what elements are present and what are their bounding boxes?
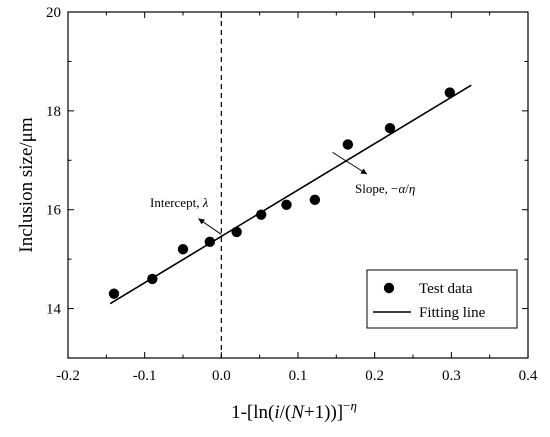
slope-label: Slope, −α/η xyxy=(355,181,415,196)
legend-marker-test-data xyxy=(383,282,395,294)
legend-label-fitting-line: Fitting line xyxy=(419,305,486,321)
intercept-arrow xyxy=(198,218,222,235)
x-tick-label: 0.1 xyxy=(289,368,308,384)
intercept-label: Intercept, λ xyxy=(150,195,209,210)
data-point xyxy=(177,244,189,255)
data-point xyxy=(384,122,396,134)
y-tick-label: 14 xyxy=(46,302,62,318)
data-point xyxy=(231,226,242,238)
fitting-line xyxy=(109,84,472,305)
x-tick-label: 0.4 xyxy=(519,368,538,384)
y-tick-label: 20 xyxy=(46,5,61,21)
x-tick-label: 0.2 xyxy=(365,368,384,384)
data-point xyxy=(281,199,292,210)
x-tick-label: 0.3 xyxy=(442,368,461,384)
y-tick-label: 16 xyxy=(46,203,62,219)
data-point xyxy=(444,87,455,98)
x-axis-title: 1-[ln(i/(N+1))]−η xyxy=(231,398,357,423)
data-point xyxy=(309,194,321,206)
x-tick-label: -0.2 xyxy=(56,368,80,384)
x-tick-label: -0.1 xyxy=(133,368,157,384)
data-point xyxy=(108,288,120,299)
legend-label-test-data: Test data xyxy=(419,281,473,297)
x-tick-label: 0.0 xyxy=(212,368,231,384)
y-axis-title: Inclusion size/μm xyxy=(16,117,37,252)
plot-layer: -0.2 -0.1 0.0 0.1 0.2 0.3 0.4 14 16 18 20 Inclusion… xyxy=(16,5,538,423)
data-point xyxy=(342,139,354,150)
data-point xyxy=(256,209,267,220)
y-tick-label: 18 xyxy=(46,104,61,120)
legend-box xyxy=(366,269,518,329)
slope-arrow xyxy=(332,151,368,175)
